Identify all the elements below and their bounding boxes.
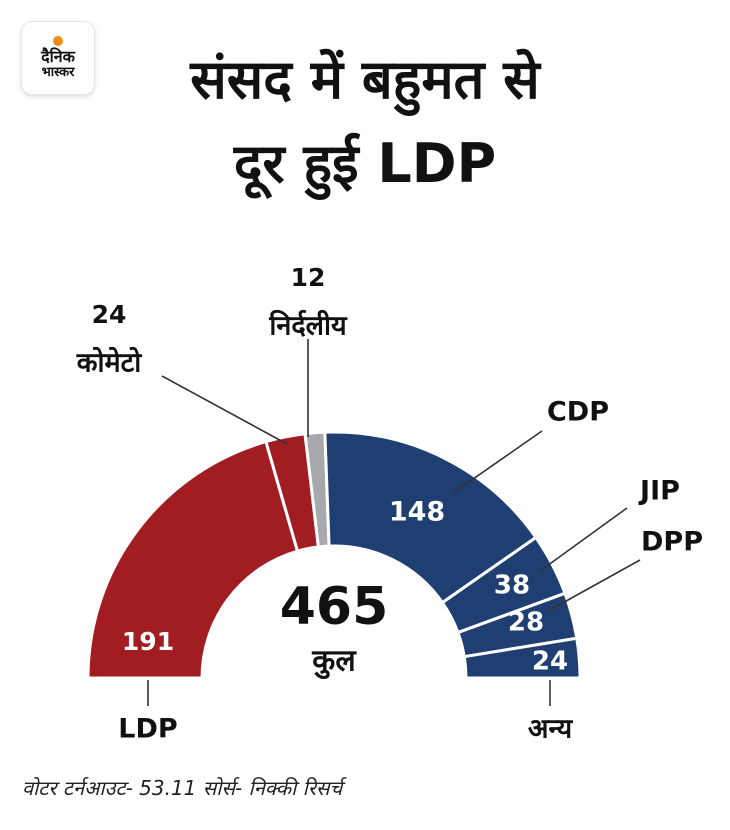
- value-label-4: 148: [389, 497, 445, 528]
- name-label-3: निर्दलीय: [268, 310, 348, 342]
- name-label-5: JIP: [638, 476, 680, 507]
- value-label-3: 12: [291, 263, 326, 292]
- chart-labels: 191 LDP 24 कोमेटो 12 निर्दलीय 148 CDP 38 JIP 28 DPP…: [76, 263, 703, 745]
- name-label-7: अन्य: [528, 714, 574, 745]
- slice-7: [462, 636, 582, 680]
- name-label-6: DPP: [641, 527, 703, 558]
- dainik-bhaskar-logo: दैनिक भास्कर: [22, 22, 94, 94]
- title-line-1: संसद में बहुमत से: [190, 48, 540, 111]
- leader-line-6: [549, 559, 641, 611]
- chart-leader-lines: [147, 339, 641, 706]
- leader-line-2: [161, 375, 288, 445]
- name-label-2: कोमेटो: [76, 347, 142, 379]
- leader-line-4: [452, 430, 543, 494]
- value-label-1: 191: [122, 627, 174, 656]
- value-label-2: 24: [92, 300, 127, 329]
- value-label-6: 28: [508, 608, 544, 638]
- value-label-5: 38: [494, 571, 530, 601]
- footer-note: वोटर टर्नआउट- 53.11 सोर्स- निक्की रिसर्च: [22, 776, 343, 800]
- slice-4: [323, 430, 538, 605]
- name-label-4: CDP: [547, 397, 609, 428]
- logo-line-1: दैनिक: [41, 47, 75, 66]
- page-title: संसद में बहुमत से दूर हुई LDP: [95, 38, 635, 206]
- total-label: कुल: [311, 644, 357, 680]
- chart-slices: [86, 430, 582, 680]
- total-value: 465: [280, 577, 389, 637]
- sun-icon: [53, 36, 63, 46]
- title-line-2: दूर हुई LDP: [233, 132, 497, 195]
- leader-line-5: [539, 507, 628, 572]
- name-label-1: LDP: [118, 714, 177, 745]
- slice-1: [86, 439, 300, 680]
- value-label-7: 24: [532, 647, 568, 677]
- logo-line-2: भास्कर: [41, 65, 75, 80]
